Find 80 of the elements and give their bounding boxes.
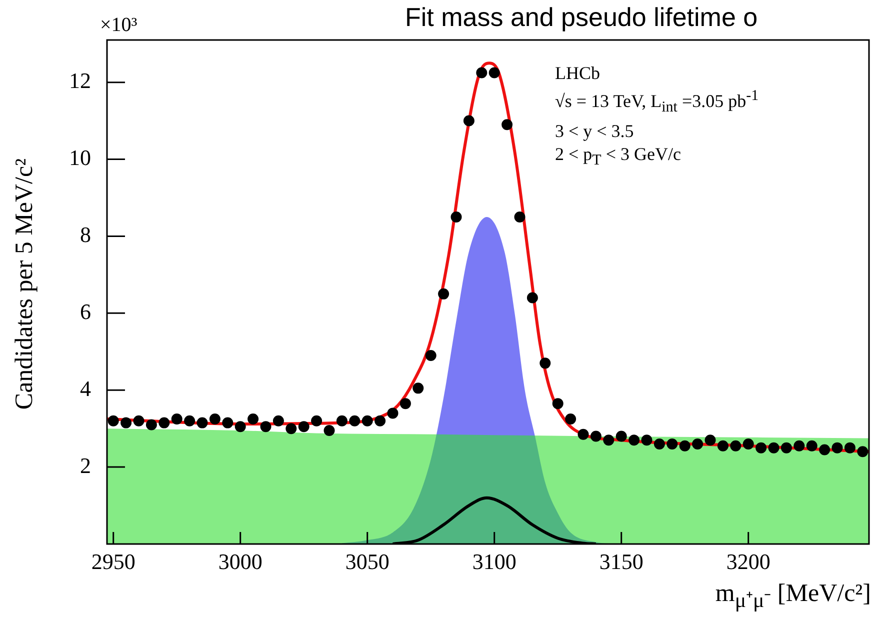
point: [171, 413, 182, 424]
point: [234, 421, 246, 432]
point: [336, 415, 348, 426]
point: [488, 67, 500, 78]
point: [158, 417, 170, 428]
point: [552, 398, 564, 410]
point: [260, 421, 272, 432]
point: [272, 415, 284, 426]
point: [578, 428, 589, 440]
y-tick-label: 10: [69, 145, 91, 170]
annotation: LHCb: [555, 62, 601, 85]
point: [222, 417, 234, 428]
x-tick-label: 3000: [218, 548, 262, 574]
y-tick-label: 4: [80, 376, 91, 401]
y-tick-label: 2: [80, 452, 91, 478]
point: [794, 440, 805, 452]
x-tick-label: 2950: [91, 548, 136, 574]
point: [286, 423, 297, 434]
point: [844, 442, 856, 454]
point: [146, 419, 157, 430]
point: [666, 438, 678, 450]
point: [387, 408, 398, 419]
point: [374, 415, 386, 426]
point: [654, 438, 665, 450]
point: [311, 415, 322, 426]
point: [476, 67, 488, 78]
point: [641, 434, 652, 446]
y-tick-label: 8: [80, 222, 91, 247]
point: [298, 421, 310, 432]
y-tick-label: 6: [80, 298, 91, 324]
point: [704, 434, 716, 446]
point: [806, 440, 818, 452]
point: [450, 211, 462, 222]
point: [362, 415, 373, 426]
point: [526, 292, 538, 304]
point: [692, 438, 704, 450]
point: [209, 413, 220, 424]
point: [730, 440, 742, 452]
point: [425, 350, 436, 361]
point: [502, 119, 513, 130]
point: [603, 434, 614, 446]
point: [108, 415, 119, 426]
x-tick-label: 3200: [726, 548, 770, 574]
point: [463, 115, 474, 126]
point: [565, 413, 576, 424]
point: [184, 415, 196, 426]
chart-title: Fit mass and pseudo lifetime o: [405, 2, 758, 32]
point: [412, 382, 424, 394]
point: [590, 430, 602, 442]
point: [324, 425, 335, 436]
x-axis-title: m$_{μ⁺μ⁻}$ [MeV/c²]: [715, 580, 871, 613]
point: [349, 415, 360, 426]
point: [742, 438, 754, 450]
point: [717, 440, 728, 452]
point: [120, 417, 132, 428]
point: [133, 415, 144, 426]
point: [196, 417, 208, 428]
text: ×10³: [100, 14, 138, 37]
point: [514, 211, 526, 222]
point: [780, 442, 792, 454]
x-tick-label: 3100: [472, 548, 516, 574]
x-tick-label: 3150: [599, 548, 644, 574]
y-axis-title: Candidates per 5 MeV/c²: [11, 157, 39, 412]
annotation: √s = 13 TeV, L$_{int}$ =3.05 pb$^{-1}$: [555, 87, 759, 118]
annotation: 3 < y < 3.5: [555, 120, 635, 143]
point: [679, 440, 690, 452]
point: [857, 446, 868, 458]
annotation: 2 < p$_{T}$ < 3 GeV/c: [555, 142, 682, 170]
point: [832, 442, 843, 454]
point: [438, 288, 450, 300]
point: [616, 430, 627, 442]
point: [540, 358, 551, 369]
point: [400, 398, 411, 410]
point: [756, 442, 767, 454]
point: [819, 444, 830, 456]
x-tick-label: 3050: [345, 548, 390, 574]
point: [628, 434, 640, 446]
point: [768, 442, 780, 454]
y-tick-label: 12: [69, 68, 91, 94]
point: [248, 413, 259, 424]
